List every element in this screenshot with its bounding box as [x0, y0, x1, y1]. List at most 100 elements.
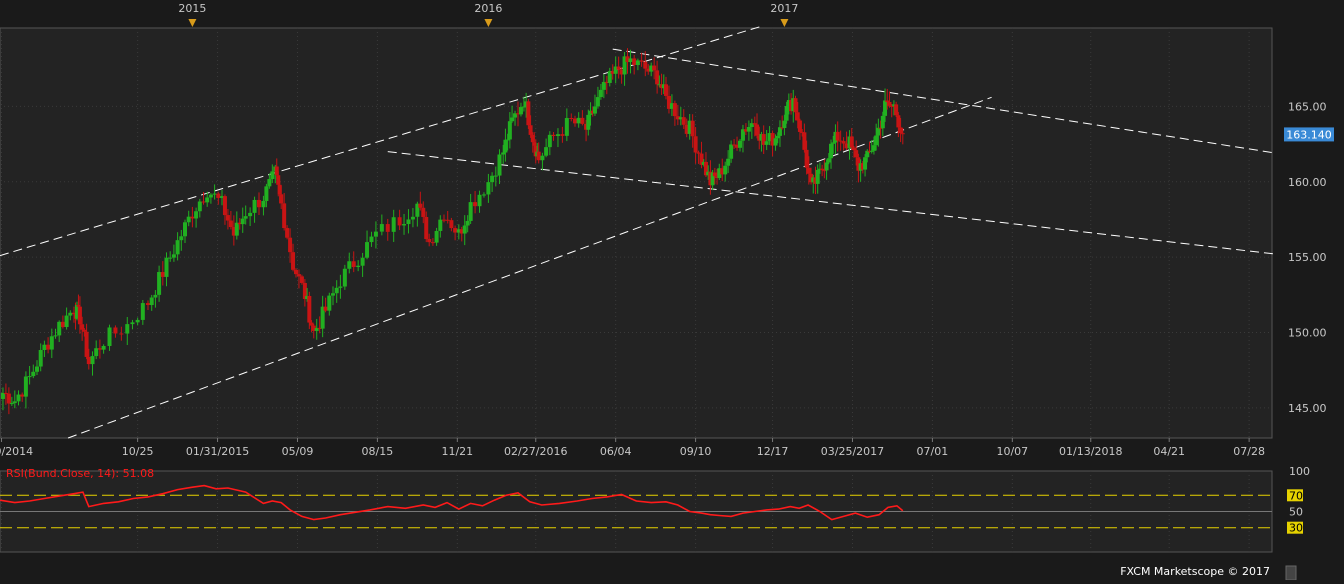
candle-body	[342, 268, 347, 287]
candle-body	[782, 120, 787, 129]
year-marker-icon	[484, 19, 493, 27]
candle-body	[849, 136, 854, 148]
candle-body	[690, 120, 695, 137]
candle-body	[696, 152, 701, 154]
candle-body	[536, 151, 541, 161]
candle-body	[580, 117, 585, 124]
candle-body	[373, 231, 378, 237]
candle-body	[876, 127, 881, 136]
candle-body	[865, 150, 870, 158]
rsi-tick-label: 70	[1289, 489, 1303, 502]
candle-body	[657, 84, 662, 86]
candle-body	[331, 293, 335, 296]
candle-body	[493, 175, 498, 177]
candle-body	[216, 193, 221, 198]
candle-body	[183, 222, 187, 237]
candle-body	[729, 144, 734, 159]
candle-body	[661, 84, 666, 89]
candle-body	[738, 140, 742, 148]
candle-body	[659, 84, 664, 89]
scroll-handle[interactable]	[1285, 565, 1297, 581]
trendline[interactable]	[67, 96, 992, 439]
candle-body	[652, 65, 657, 71]
candle-body	[797, 120, 802, 132]
candle-body	[231, 227, 236, 236]
candle-body	[678, 117, 683, 120]
candle-body	[588, 110, 593, 115]
candle-body	[551, 134, 556, 137]
last-price-label: 163.140	[1286, 128, 1332, 141]
candle-body	[604, 81, 609, 83]
y-tick-label: 150.00	[1288, 326, 1327, 339]
candle-body	[277, 184, 282, 195]
candle-body	[385, 224, 390, 232]
y-tick-label: 165.00	[1288, 100, 1327, 113]
candle-body	[453, 228, 458, 233]
x-tick-label: 05/10/2014	[0, 445, 33, 458]
candle-body	[764, 141, 769, 145]
candle-body	[518, 107, 523, 115]
candle-body	[759, 134, 764, 141]
candle-body	[811, 177, 816, 183]
candle-body	[31, 371, 36, 377]
candle-body	[813, 177, 818, 184]
candle-body	[257, 199, 261, 208]
candle-body	[309, 322, 314, 326]
candle-body	[863, 157, 868, 170]
x-tick-label: 01/13/2018	[1059, 445, 1122, 458]
candle-body	[898, 127, 903, 134]
x-tick-label: 07/01	[917, 445, 949, 458]
candle-body	[672, 103, 677, 117]
candle-body	[526, 101, 531, 126]
candle-body	[666, 95, 671, 109]
candle-body	[305, 295, 310, 300]
candle-body	[610, 71, 615, 74]
candle-body	[35, 366, 39, 372]
candle-body	[291, 252, 296, 270]
candle-body	[94, 348, 99, 357]
candle-body	[38, 350, 43, 367]
candle-body	[179, 236, 184, 241]
candle-body	[560, 134, 565, 136]
candle-body	[220, 196, 224, 198]
candle-body	[528, 125, 533, 135]
candle-body	[878, 127, 883, 129]
candle-body	[885, 100, 890, 102]
candle-body	[274, 166, 279, 176]
candle-body	[838, 140, 843, 142]
candle-body	[130, 322, 135, 325]
candle-body	[841, 141, 846, 144]
candle-body	[459, 229, 464, 234]
candle-body	[735, 144, 740, 148]
candle-body	[789, 100, 794, 112]
candle-body	[410, 216, 415, 220]
trendline[interactable]	[387, 151, 1276, 255]
candle-body	[867, 150, 872, 152]
candle-body	[887, 101, 892, 106]
candle-body	[669, 103, 674, 109]
candle-body	[481, 194, 486, 196]
candle-body	[820, 168, 825, 171]
x-tick-label: 05/09	[282, 445, 314, 458]
footer-brand: FXCM Marketscope © 2017	[1120, 565, 1270, 578]
year-label: 2016	[474, 2, 502, 15]
candle-body	[639, 60, 644, 62]
candle-body	[710, 172, 715, 186]
candle-body	[27, 376, 32, 378]
rsi-level-badge	[1287, 489, 1303, 502]
candle-body	[590, 110, 595, 114]
candle-body	[57, 321, 62, 336]
candle-body	[767, 133, 772, 142]
year-label: 2015	[178, 2, 206, 15]
candle-body	[757, 135, 762, 141]
candle-body	[402, 224, 407, 226]
x-tick-label: 10/07	[996, 445, 1028, 458]
candle-body	[64, 315, 69, 327]
candle-body	[555, 134, 560, 137]
candle-body	[533, 145, 538, 157]
rsi-tick-label: 100	[1289, 465, 1310, 478]
rsi-tick-label: 50	[1289, 506, 1303, 519]
candle-body	[113, 327, 118, 334]
x-tick-label: 07/28	[1233, 445, 1265, 458]
candle-body	[793, 98, 798, 113]
